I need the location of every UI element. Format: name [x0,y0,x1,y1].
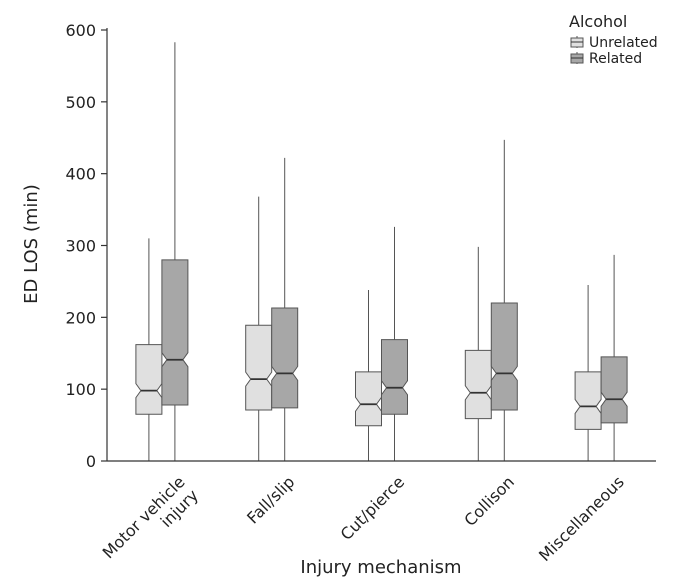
x-tick-label: Motor vehicleinjury [99,472,202,575]
box-unrelated-4 [574,285,602,461]
x-tick-label: Fall/slip [243,472,298,527]
legend-item-related: Related [570,51,642,67]
box-related-2 [381,226,408,461]
box-related-3 [490,139,518,461]
legend-title: Alcohol [569,12,627,31]
box-body [245,324,273,411]
box-related-4 [600,254,628,461]
box-body [490,302,518,411]
box-unrelated-3 [464,246,492,461]
box-body [600,356,628,424]
y-tick-label: 400 [65,165,96,184]
box-body [271,307,299,409]
boxes-layer [135,42,628,461]
legend-label: Related [589,51,642,67]
x-axis-title: Injury mechanism [300,557,461,578]
y-tick-label: 100 [65,380,96,399]
x-tick-label: Cut/pierce [337,472,409,544]
y-ticks: 0 100 200 300 400 500 600 [65,21,107,471]
x-tick-label: Collison [460,472,518,530]
y-tick-label: 300 [65,237,96,256]
box-body [574,371,602,430]
y-tick-label: 200 [65,308,96,327]
box-related-1 [271,157,299,461]
legend-item-unrelated: Unrelated [570,35,658,51]
box-body [161,259,189,406]
y-tick-label: 0 [86,452,96,471]
x-tick-label: Miscellaneous [535,472,628,565]
box-body [464,349,492,420]
box-unrelated-2 [355,290,382,461]
y-axis-title: ED LOS (min) [21,184,42,304]
box-related-0 [161,42,189,461]
box-body [381,339,408,415]
box-unrelated-1 [245,196,273,461]
y-tick-label: 500 [65,93,96,112]
box-body [135,344,163,415]
box-unrelated-0 [135,238,163,461]
legend-label: Unrelated [589,35,658,51]
y-tick-label: 600 [65,21,96,40]
box-body [355,371,382,427]
